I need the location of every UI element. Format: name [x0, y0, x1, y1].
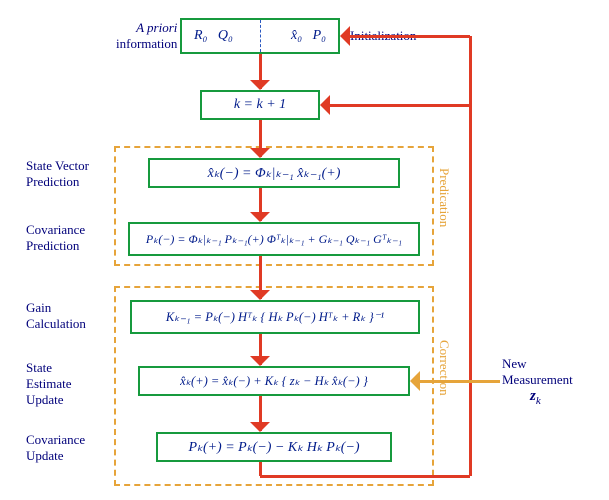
new-meas-line-2: Measurement [502, 372, 573, 387]
prediction-label-vert: Predication [436, 168, 452, 227]
cov-pred-line-1: Covariance [26, 222, 85, 237]
arrow-head-icon [250, 212, 270, 222]
covariance-update-text: Pₖ(+) = Pₖ(−) − Kₖ Hₖ Pₖ(−) [188, 439, 359, 456]
init-divider [260, 20, 261, 52]
new-measurement-label: New Measurement [502, 356, 573, 388]
cov-upd-line-1: Covariance [26, 432, 85, 447]
zk-sub: k [536, 395, 541, 407]
state-upd-line-1: State [26, 360, 52, 375]
gain-label: Gain Calculation [26, 300, 86, 332]
state-pred-line-1: State Vector [26, 158, 89, 173]
arrow-head-icon [340, 26, 350, 46]
gain-line-1: Gain [26, 300, 51, 315]
covariance-prediction-label: Covariance Prediction [26, 222, 85, 254]
gain-line-2: Calculation [26, 316, 86, 331]
cov-upd-line-2: Update [26, 448, 64, 463]
state-prediction-label: State Vector Prediction [26, 158, 89, 190]
counter-box: k = k + 1 [200, 90, 320, 120]
arrow-head-icon [320, 95, 330, 115]
arrow-head-icon [250, 290, 270, 300]
zk-label: zk [530, 388, 541, 407]
counter-text: k = k + 1 [234, 97, 286, 113]
correction-label-vert: Correction [436, 340, 452, 396]
apriori-line-2: information [116, 36, 177, 51]
state-prediction-box: x̂ₖ(−) = Φₖ|ₖ₋₁ x̂ₖ₋₁(+) [148, 158, 400, 188]
flowchart-canvas: R₀ Q₀ x̂₀ P₀ k = k + 1 Predication x̂ₖ(−… [0, 0, 609, 500]
apriori-line-1: A priori [136, 20, 177, 35]
state-pred-line-2: Prediction [26, 174, 79, 189]
arrow-head-icon [250, 80, 270, 90]
gain-box: Kₖ₋₁ = Pₖ(−) Hᵀₖ { Hₖ Pₖ(−) Hᵀₖ + Rₖ }⁻¹ [130, 300, 420, 334]
measurement-arrow-segment [420, 380, 500, 383]
new-meas-line-1: New [502, 356, 527, 371]
arrow-head-icon [250, 148, 270, 158]
state-update-text: x̂ₖ(+) = x̂ₖ(−) + Kₖ { zₖ − Hₖ x̂ₖ(−) } [180, 373, 368, 389]
state-update-label: State Estimate Update [26, 360, 72, 408]
covariance-prediction-box: Pₖ(−) = Φₖ|ₖ₋₁ Pₖ₋₁(+) Φᵀₖ|ₖ₋₁ + Gₖ₋₁ Qₖ… [128, 222, 420, 256]
arrow-segment [350, 35, 470, 38]
arrow-head-icon [250, 356, 270, 366]
state-upd-line-2: Estimate [26, 376, 72, 391]
init-right-text: x̂₀ P₀ [291, 28, 326, 44]
arrow-segment [330, 104, 470, 107]
state-upd-line-3: Update [26, 392, 64, 407]
covariance-update-label: Covariance Update [26, 432, 85, 464]
apriori-label: A priori information [116, 20, 177, 52]
arrow-head-icon [250, 422, 270, 432]
state-update-box: x̂ₖ(+) = x̂ₖ(−) + Kₖ { zₖ − Hₖ x̂ₖ(−) } [138, 366, 410, 396]
cov-pred-line-2: Prediction [26, 238, 79, 253]
covariance-update-box: Pₖ(+) = Pₖ(−) − Kₖ Hₖ Pₖ(−) [156, 432, 392, 462]
arrow-segment [260, 475, 470, 478]
measurement-arrow-head-icon [410, 371, 420, 391]
init-left-text: R₀ Q₀ [194, 28, 233, 44]
arrow-segment [469, 36, 472, 476]
gain-text: Kₖ₋₁ = Pₖ(−) Hᵀₖ { Hₖ Pₖ(−) Hᵀₖ + Rₖ }⁻¹ [166, 309, 384, 325]
covariance-prediction-text: Pₖ(−) = Φₖ|ₖ₋₁ Pₖ₋₁(+) Φᵀₖ|ₖ₋₁ + Gₖ₋₁ Qₖ… [146, 232, 402, 247]
state-prediction-text: x̂ₖ(−) = Φₖ|ₖ₋₁ x̂ₖ₋₁(+) [208, 165, 341, 182]
